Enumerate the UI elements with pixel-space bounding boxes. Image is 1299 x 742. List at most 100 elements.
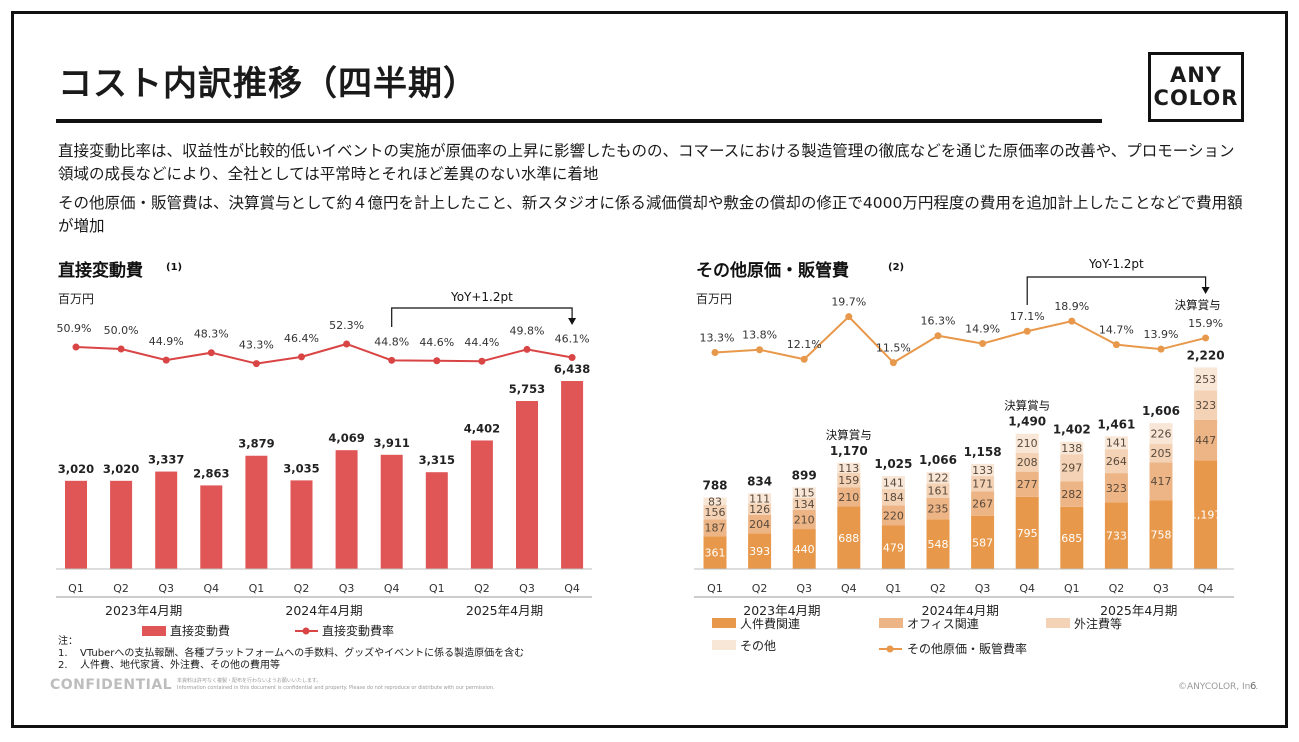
rate-label: 14.9%	[965, 323, 1000, 336]
x-tick-label: Q3	[339, 582, 355, 595]
segment-value-label: 83	[708, 495, 722, 508]
segment-value-label: 447	[1195, 434, 1216, 447]
stacked-bar-segment	[837, 487, 861, 507]
stacked-bar-segment	[703, 497, 727, 506]
rate-label: 46.1%	[555, 333, 590, 346]
x-tick-label: Q1	[1064, 582, 1080, 595]
segment-value-label: 138	[1061, 442, 1082, 455]
x-tick-label: Q4	[384, 582, 400, 595]
segment-value-label: 417	[1151, 475, 1172, 488]
bar	[425, 472, 448, 569]
yoy-arrow-right	[1201, 287, 1210, 294]
stacked-bar-segment	[881, 525, 905, 569]
stacked-bar-segment	[1194, 419, 1218, 461]
stacked-bar-segment	[971, 491, 995, 516]
stacked-bar-segment	[792, 509, 816, 530]
stacked-bar-segment	[926, 497, 950, 520]
confidential-notice-ja: 本資料は許可なく複製・配布を行わないようお願いいたします。	[177, 678, 322, 684]
copyright: ©ANYCOLOR, Inc.	[1178, 682, 1259, 692]
rate-label: 44.6%	[419, 336, 454, 349]
segment-value-label: 141	[883, 476, 904, 489]
segment-value-label: 253	[1195, 373, 1216, 386]
stacked-bar-segment	[703, 519, 727, 537]
x-tick-label: Q1	[886, 582, 902, 595]
bar-value-label: 5,753	[509, 382, 545, 396]
legend-label: オフィス関連	[907, 617, 979, 631]
stacked-bar-segment	[1015, 433, 1039, 453]
segment-value-label: 264	[1106, 455, 1127, 468]
chart-title-left: 直接変動費	[58, 260, 143, 281]
segment-value-label: 267	[972, 498, 993, 511]
x-tick-label: Q2	[474, 582, 490, 595]
fiscal-year-label: 2023年4月期	[743, 603, 820, 618]
rate-point	[568, 354, 576, 362]
summary-text-1: 直接変動比率は、収益性が比較的低いイベントの実施が原価率の上昇に影響したものの、…	[58, 142, 1235, 183]
segment-value-label: 210	[794, 514, 815, 527]
rate-point	[343, 340, 351, 348]
legend-label: 外注費等	[1074, 616, 1122, 631]
segment-value-label: 205	[1151, 447, 1172, 460]
yoy-annotation-right: YoY-1.2pt	[1088, 257, 1144, 271]
stacked-bar-segment	[1104, 473, 1128, 503]
segment-value-label: 210	[838, 491, 859, 504]
stacked-bar-segment	[1015, 496, 1039, 569]
rate-point	[845, 313, 853, 321]
stacked-bar-segment	[1149, 462, 1173, 501]
segment-value-label: 113	[838, 462, 859, 475]
legend-label: その他	[740, 639, 776, 653]
stacked-bar-segment	[1060, 441, 1084, 455]
x-tick-label: Q4	[203, 582, 219, 595]
rate-point	[934, 332, 942, 340]
total-value-label: 1,606	[1142, 404, 1180, 418]
rate-label: 12.1%	[787, 338, 822, 351]
rate-label: 50.9%	[57, 322, 92, 335]
rate-line-left	[75, 342, 573, 365]
legend-swatch-bar	[712, 640, 736, 650]
x-tick-label: Q4	[1198, 582, 1214, 595]
stacked-bar-segment	[881, 476, 905, 489]
logo-line-1: ANY	[1169, 63, 1223, 87]
stacked-bar-segment	[748, 503, 772, 515]
total-value-label: 1,066	[919, 453, 957, 467]
total-value-label: 1,025	[874, 457, 912, 471]
rate-label: 14.7%	[1099, 324, 1134, 337]
rate-point	[1157, 345, 1165, 353]
footnote-number: 1.	[58, 648, 68, 659]
bar-value-label: 4,402	[464, 421, 500, 435]
fiscal-year-label: 2023年4月期	[105, 603, 182, 618]
x-tick-label: Q2	[752, 582, 768, 595]
bar-value-label: 3,337	[148, 453, 184, 467]
rate-point	[1068, 317, 1076, 325]
yoy-bracket-right	[1026, 276, 1207, 305]
x-tick-label: Q1	[249, 582, 265, 595]
segment-value-label: 277	[1017, 478, 1038, 491]
segment-value-label: 159	[838, 474, 859, 487]
x-tick-label: Q1	[68, 582, 84, 595]
rate-point	[1112, 341, 1120, 349]
chart-title-right: その他原価・販管費	[696, 260, 849, 281]
segment-value-label: 361	[705, 547, 726, 560]
stacked-bar-segment	[1060, 481, 1084, 507]
segment-value-label: 141	[1106, 437, 1127, 450]
legend-label: 人件費関連	[740, 616, 800, 631]
stacked-bar-segment	[837, 462, 861, 474]
segment-value-label: 733	[1106, 530, 1127, 543]
confidential-label: CONFIDENTIAL	[50, 677, 173, 693]
yoy-bracket-left	[391, 307, 573, 327]
segment-value-label: 440	[794, 543, 815, 556]
rate-point	[711, 349, 719, 357]
segment-value-label: 133	[972, 464, 993, 477]
segment-value-label: 156	[705, 506, 726, 519]
rate-point	[756, 346, 764, 354]
rate-label: 16.3%	[921, 315, 956, 328]
segment-value-label: 548	[928, 538, 949, 551]
bar	[65, 480, 87, 569]
legend-swatch-marker	[886, 645, 894, 653]
bar	[335, 450, 358, 569]
rate-label: 49.8%	[510, 324, 545, 337]
x-tick-label: Q3	[519, 582, 535, 595]
bar	[200, 485, 223, 569]
x-tick-label: Q3	[975, 582, 991, 595]
stacked-bar-segment	[1194, 390, 1218, 420]
